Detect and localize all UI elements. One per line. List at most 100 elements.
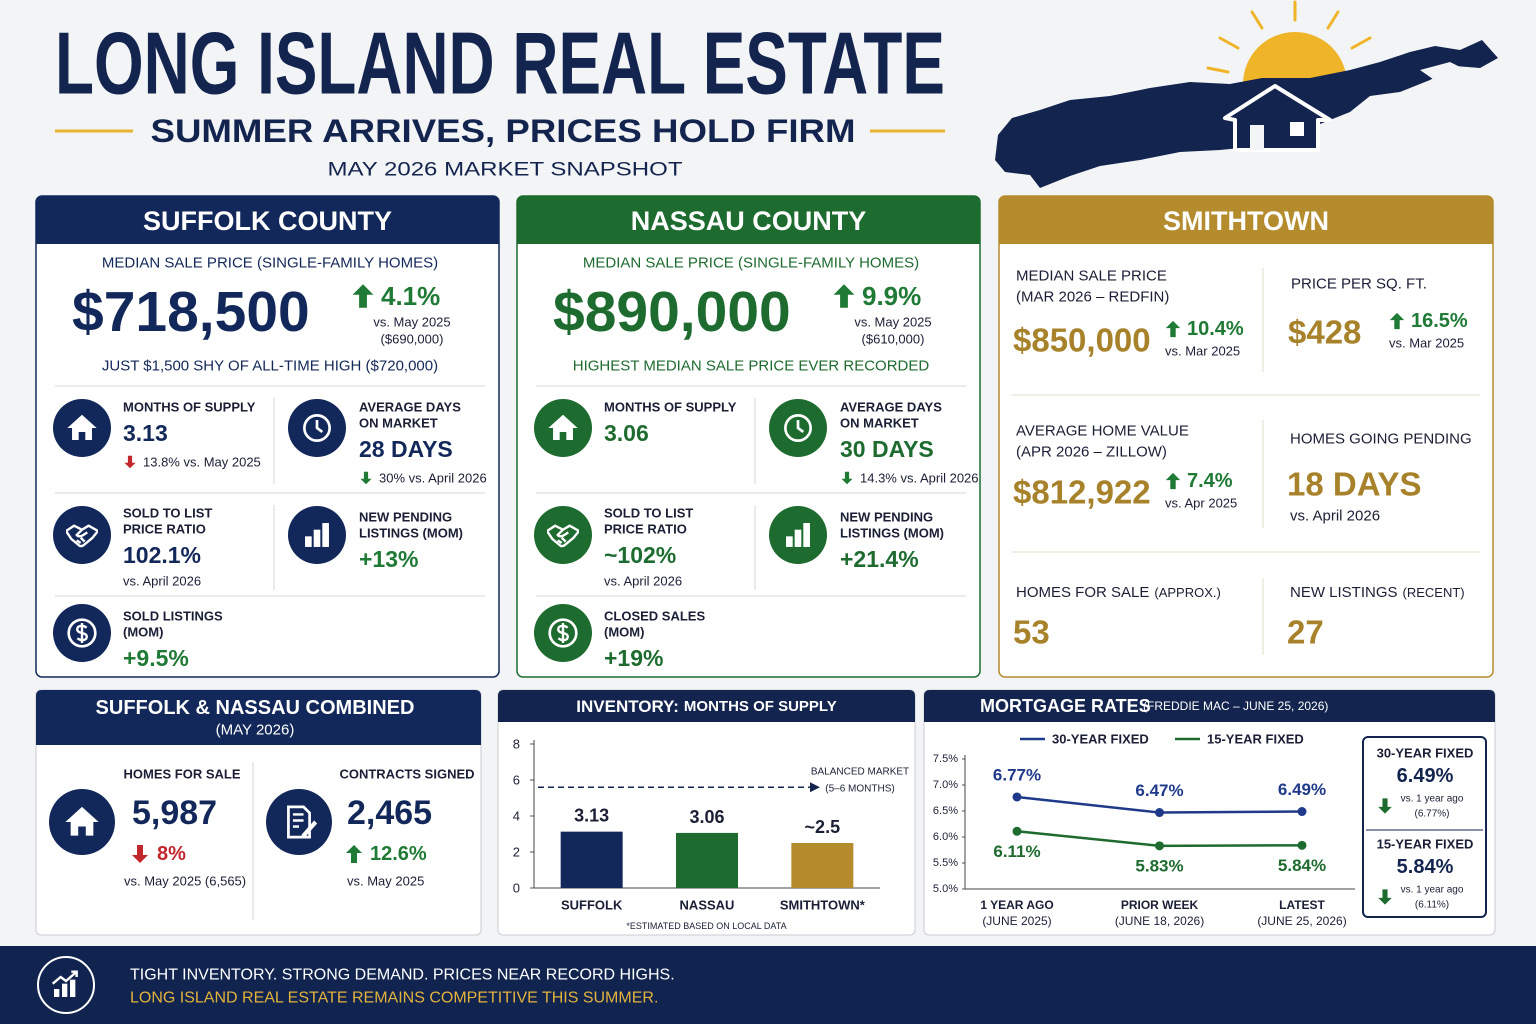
stat-value: 102.1% [123,542,201,568]
summary-value: 6.49% [1397,765,1454,787]
trend-arrow [346,845,362,863]
y-tick-label: 0 [513,881,520,896]
legend-label: 30-YEAR FIXED [1052,732,1149,747]
value-label: 6.47% [1135,781,1183,800]
x-tick-note: (JUNE 2025) [982,914,1051,928]
item-note: vs. May 2025 [347,874,424,889]
stat-label: MONTHS OF SUPPLY [604,400,737,415]
panel-title: SMITHTOWN [1163,206,1329,236]
footer-line: TIGHT INVENTORY. STRONG DEMAND. PRICES N… [130,967,675,984]
cell-label: HOMES FOR SALE (APPROX.) [1016,584,1221,601]
value-label: 6.11% [993,842,1040,861]
x-tick-label: 1 YEAR AGO [980,898,1053,912]
reference-label: (5–6 MONTHS) [825,784,894,795]
item-note: vs. May 2025 (6,565) [124,874,246,889]
stat-change: 13.8% vs. May 2025 [143,455,261,470]
summary-box [1362,736,1487,918]
stat-label: (MOM) [123,625,163,640]
item-change: 8% [157,843,186,865]
median-price: $718,500 [72,280,310,344]
price-change: 4.1% [381,281,440,311]
stat-label: ON MARKET [840,416,919,431]
label-text: NEW LISTINGS [1290,584,1398,601]
stat-note: vs. April 2026 [123,574,201,589]
median-price: $890,000 [553,280,791,344]
summary-note: vs. 1 year ago [1401,794,1464,805]
stat-label: ON MARKET [359,416,438,431]
icon-circle [266,789,332,855]
cell-label: AVERAGE HOME VALUE [1016,423,1189,440]
cell-value: $850,000 [1013,322,1151,359]
trend-arrow [841,471,853,485]
cell-change: 7.4% [1187,470,1233,492]
summary-note: (6.77%) [1414,809,1449,820]
panel-title: NASSAU COUNTY [631,206,867,236]
data-point [1297,807,1307,817]
header-illustration [995,0,1498,188]
stat-label: LISTINGS (MOM) [840,526,944,541]
stat-label: PRICE RATIO [123,522,206,537]
summary-title: 15-YEAR FIXED [1377,837,1474,852]
footer-line: LONG ISLAND REAL ESTATE REMAINS COMPETIT… [130,990,658,1007]
y-tick-label: 5.0% [933,883,958,895]
stat-value: 3.13 [123,420,168,446]
summary-value: 5.84% [1397,856,1454,878]
data-point [1012,826,1022,836]
change-note: vs. May 2025 [373,315,450,330]
stat-label: (MOM) [604,625,644,640]
stat-label: PRICE RATIO [604,522,687,537]
price-note: JUST $1,500 SHY OF ALL-TIME HIGH ($720,0… [102,358,438,375]
value-label: ~2.5 [805,817,841,837]
stat-value: +21.4% [840,546,919,572]
stat-label: NEW PENDING [840,510,933,525]
trend-arrow [124,455,136,469]
panel-header [36,690,481,745]
cell-label: MEDIAN SALE PRICE [1016,268,1167,285]
price-label: MEDIAN SALE PRICE (SINGLE-FAMILY HOMES) [583,255,919,272]
item-change: 12.6% [370,843,427,865]
stat-change: 14.3% vs. April 2026 [860,471,979,486]
summary-note: vs. 1 year ago [1401,885,1464,896]
change-note: vs. Apr 2025 [1165,496,1237,511]
trend-arrow [132,845,148,863]
trend-arrow [833,284,855,308]
cell-note: vs. April 2026 [1290,508,1380,525]
stat-value: 28 DAYS [359,436,453,462]
stat-label: SOLD TO LIST [123,506,212,521]
panel-header [924,690,1495,722]
value-label: 5.83% [1135,856,1183,875]
cell-value: 27 [1287,614,1324,651]
cell-label: HOMES GOING PENDING [1290,431,1472,448]
x-tick-label: NASSAU [680,898,735,913]
trend-arrow [1165,320,1181,338]
cell-value: $428 [1288,314,1361,351]
x-tick-note: (JUNE 25, 2026) [1257,914,1346,928]
bar [560,831,623,888]
summary-note: (6.11%) [1415,900,1449,911]
value-label: 3.13 [574,806,609,826]
stat-label: SOLD LISTINGS [123,609,223,624]
footnote: *ESTIMATED BASED ON LOCAL DATA [626,921,786,931]
stat-value: +13% [359,546,418,572]
label-note: (APPROX.) [1154,585,1220,600]
cell-label: (APR 2026 – ZILLOW) [1016,444,1167,461]
chart-title: MORTGAGE RATES [980,696,1151,716]
y-tick-label: 6 [513,773,520,788]
stat-value: +9.5% [123,645,189,671]
chart-title-sub: MONTHS OF SUPPLY [684,698,837,715]
stat-label: LISTINGS (MOM) [359,526,463,541]
value-label: 5.84% [1278,856,1326,875]
label-text: HOMES FOR SALE [1016,584,1149,601]
trend-arrow [1378,889,1392,905]
trend-arrow [1378,798,1392,814]
panel-header [517,196,980,244]
stat-value: 30 DAYS [840,436,934,462]
bar [676,832,738,888]
item-label: CONTRACTS SIGNED [339,767,474,782]
chart-title: INVENTORY: MONTHS OF SUPPLY [576,697,836,716]
chart-subtitle: (FREDDIE MAC – JUNE 25, 2026) [1143,699,1328,713]
change-note: vs. Mar 2025 [1165,344,1240,359]
y-tick-label: 7.5% [933,753,958,765]
stat-note: vs. April 2026 [604,574,682,589]
